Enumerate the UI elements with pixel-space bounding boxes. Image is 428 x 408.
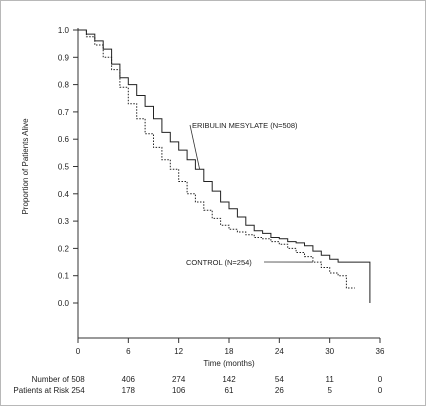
y-axis-title: Proportion of Patients Alive [21, 118, 30, 215]
x-tick-label: 36 [376, 347, 385, 356]
x-tick-label: 18 [225, 347, 234, 356]
risk-table-cell: 54 [275, 375, 284, 384]
risk-table-cell: 106 [172, 386, 186, 395]
risk-table-cell: 61 [225, 386, 234, 395]
y-tick-label: 0.3 [58, 217, 70, 226]
x-axis-title: Time (months) [203, 359, 255, 368]
series-label-control: CONTROL (N=254) [186, 258, 252, 267]
y-tick-label: 0.5 [58, 163, 70, 172]
y-tick-label: 0.4 [58, 190, 70, 199]
risk-table-cell: 406 [122, 375, 136, 384]
y-tick-label: 0.9 [58, 53, 70, 62]
y-tick-label: 0.8 [58, 81, 70, 90]
y-tick-label: 0.6 [58, 135, 70, 144]
risk-table-cell: 11 [326, 375, 335, 384]
y-tick-label: 0.0 [58, 299, 70, 308]
risk-table-cell: 0 [378, 386, 383, 395]
x-tick-label: 12 [174, 347, 183, 356]
risk-table-cell: 5 [327, 386, 332, 395]
y-tick-label: 0.7 [58, 108, 70, 117]
callout-leader-line [189, 124, 201, 170]
x-tick-label: 0 [76, 347, 81, 356]
survival-curve-control [78, 29, 355, 289]
series-label-eribulin: ERIBULIN MESYLATE (N=508) [192, 121, 298, 130]
risk-table-cell: 508 [71, 375, 85, 384]
x-tick-label: 6 [126, 347, 131, 356]
risk-table-label: Patients at Risk [13, 386, 70, 395]
risk-table-cell: 26 [275, 386, 284, 395]
risk-table-cell: 178 [122, 386, 136, 395]
x-tick-label: 24 [275, 347, 284, 356]
risk-table-cell: 274 [172, 375, 186, 384]
y-tick-label: 1.0 [58, 26, 70, 35]
x-tick-label: 30 [325, 347, 334, 356]
survival-curve-eribulin [78, 29, 371, 303]
risk-table-cell: 254 [71, 386, 85, 395]
risk-table-label: Number of [32, 375, 70, 384]
y-tick-label: 0.2 [58, 244, 70, 253]
y-tick-label: 0.1 [58, 272, 70, 281]
risk-table-cell: 142 [222, 375, 236, 384]
risk-table-cell: 0 [378, 375, 383, 384]
